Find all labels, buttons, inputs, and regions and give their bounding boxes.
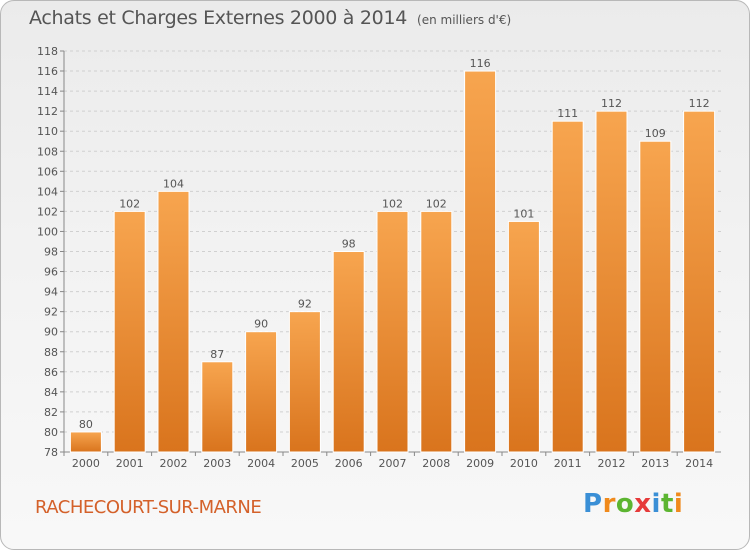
bar xyxy=(507,220,540,453)
data-label: 109 xyxy=(645,127,666,140)
y-tick-label: 80 xyxy=(44,426,58,439)
proxiti-logo: Proxiti xyxy=(583,489,683,519)
data-label: 92 xyxy=(298,298,312,311)
bar xyxy=(69,431,102,453)
y-tick-label: 102 xyxy=(37,205,58,218)
y-tick-label: 82 xyxy=(44,406,58,419)
bar xyxy=(376,210,409,453)
x-tick-label: 2010 xyxy=(510,457,538,470)
logo-letter: P xyxy=(583,489,603,519)
y-tick-label: 112 xyxy=(37,105,58,118)
bar xyxy=(420,210,453,453)
y-tick-label: 114 xyxy=(37,85,58,98)
data-label: 90 xyxy=(254,318,268,331)
x-tick-label: 2005 xyxy=(291,457,319,470)
logo-letter: r xyxy=(602,489,616,519)
x-tick-label: 2001 xyxy=(116,457,144,470)
x-tick-label: 2007 xyxy=(379,457,407,470)
x-tick-label: 2014 xyxy=(685,457,713,470)
bar xyxy=(245,331,278,453)
y-tick-label: 94 xyxy=(44,286,58,299)
logo-letter: x xyxy=(634,489,652,519)
x-tick-label: 2006 xyxy=(335,457,363,470)
data-label: 112 xyxy=(601,97,622,110)
data-label: 111 xyxy=(557,107,578,120)
bar xyxy=(595,110,628,453)
bar xyxy=(157,190,190,453)
x-tick-label: 2004 xyxy=(247,457,275,470)
data-label: 102 xyxy=(382,197,403,210)
logo-letter: t xyxy=(660,489,674,519)
bar xyxy=(332,251,365,453)
data-label: 116 xyxy=(470,57,491,70)
data-label: 102 xyxy=(426,197,447,210)
bar xyxy=(113,210,146,453)
data-label: 98 xyxy=(342,238,356,251)
y-tick-label: 92 xyxy=(44,306,58,319)
y-tick-label: 108 xyxy=(37,145,58,158)
bar xyxy=(201,361,234,453)
bar xyxy=(683,110,716,453)
logo-letter: o xyxy=(615,489,635,519)
chart-subtitle: (en milliers d'€) xyxy=(417,13,512,27)
x-tick-label: 2012 xyxy=(598,457,626,470)
data-label: 104 xyxy=(163,177,184,190)
logo-letter: i xyxy=(673,489,684,519)
x-tick-label: 2000 xyxy=(72,457,100,470)
bar xyxy=(464,70,497,453)
x-tick-label: 2009 xyxy=(466,457,494,470)
bar xyxy=(551,120,584,453)
x-tick-label: 2011 xyxy=(554,457,582,470)
x-tick-label: 2003 xyxy=(203,457,231,470)
data-label: 101 xyxy=(513,207,534,220)
y-tick-label: 84 xyxy=(44,386,58,399)
x-tick-label: 2002 xyxy=(160,457,188,470)
data-label: 87 xyxy=(210,348,224,361)
x-tick-label: 2008 xyxy=(422,457,450,470)
y-tick-label: 106 xyxy=(37,165,58,178)
y-tick-label: 98 xyxy=(44,246,58,259)
title-row: Achats et Charges Externes 2000 à 2014 (e… xyxy=(29,7,511,29)
chart-title: Achats et Charges Externes 2000 à 2014 xyxy=(29,7,408,29)
commune-name: RACHECOURT-SUR-MARNE xyxy=(35,497,262,518)
logo-letter: i xyxy=(651,489,661,519)
y-tick-label: 90 xyxy=(44,326,58,339)
y-tick-label: 96 xyxy=(44,266,58,279)
data-label: 102 xyxy=(119,197,140,210)
bar xyxy=(639,140,672,453)
y-tick-label: 110 xyxy=(37,125,58,138)
y-tick-label: 118 xyxy=(37,45,58,58)
y-tick-label: 100 xyxy=(37,225,58,238)
x-tick-label: 2013 xyxy=(641,457,669,470)
y-tick-label: 116 xyxy=(37,65,58,78)
y-tick-label: 86 xyxy=(44,366,58,379)
y-tick-label: 104 xyxy=(37,185,58,198)
data-label: 80 xyxy=(79,418,93,431)
data-label: 112 xyxy=(689,97,710,110)
y-tick-label: 88 xyxy=(44,346,58,359)
bar xyxy=(288,311,321,453)
y-tick-label: 78 xyxy=(44,446,58,459)
